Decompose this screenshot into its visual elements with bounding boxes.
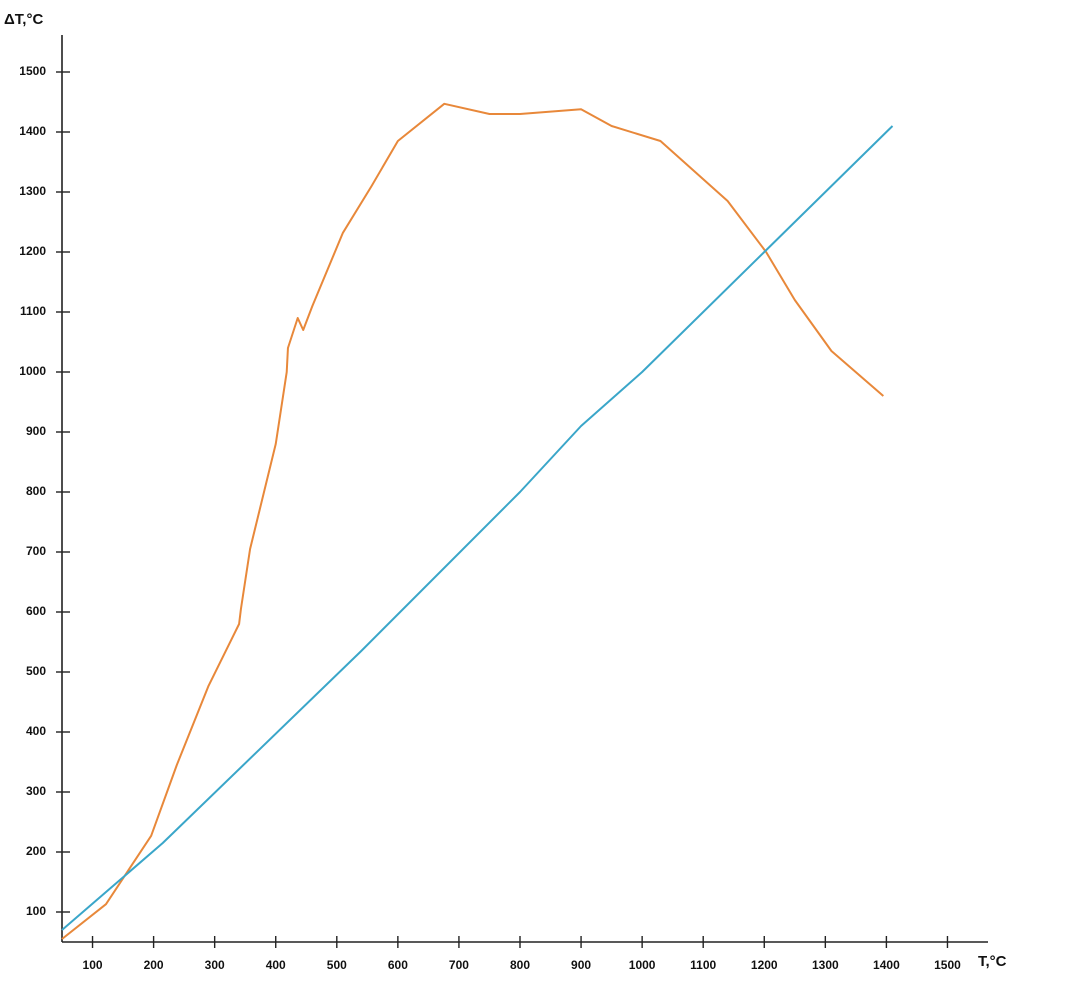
y-tick-label: 1300 [19, 184, 46, 198]
x-tick-label: 600 [388, 958, 408, 972]
series-line [61, 125, 894, 931]
y-tick-label: 800 [26, 484, 46, 498]
x-tick-label: 1200 [751, 958, 778, 972]
x-tick-label: 1400 [873, 958, 900, 972]
y-tick-label: 1000 [19, 364, 46, 378]
x-tick-label: 1000 [629, 958, 656, 972]
y-tick-label: 1100 [20, 304, 46, 318]
x-tick-label: 300 [205, 958, 225, 972]
x-tick-label: 1500 [934, 958, 961, 972]
y-tick-label: 500 [26, 664, 46, 678]
x-tick-label: 400 [266, 958, 286, 972]
x-axis-label: T,°C [978, 953, 1007, 970]
x-tick-label: 700 [449, 958, 469, 972]
y-tick-label: 300 [26, 784, 46, 798]
y-tick-label: 900 [26, 424, 46, 438]
x-tick-label: 1100 [690, 958, 716, 972]
series-line [61, 102, 885, 940]
y-tick-label: 400 [26, 724, 46, 738]
y-tick-label: 100 [26, 904, 46, 918]
x-tick-label: 800 [510, 958, 530, 972]
y-axis-label: ΔT,°C [4, 11, 43, 28]
y-tick-label: 600 [26, 604, 46, 618]
y-tick-label: 200 [26, 844, 46, 858]
y-tick-label: 700 [26, 544, 46, 558]
x-tick-label: 500 [327, 958, 347, 972]
y-tick-label: 1200 [19, 244, 46, 258]
x-tick-label: 100 [83, 958, 103, 972]
y-tick-label: 1500 [19, 64, 46, 78]
x-tick-label: 200 [144, 958, 164, 972]
x-tick-label: 900 [571, 958, 591, 972]
x-tick-label: 1300 [812, 958, 839, 972]
y-tick-label: 1400 [19, 124, 46, 138]
